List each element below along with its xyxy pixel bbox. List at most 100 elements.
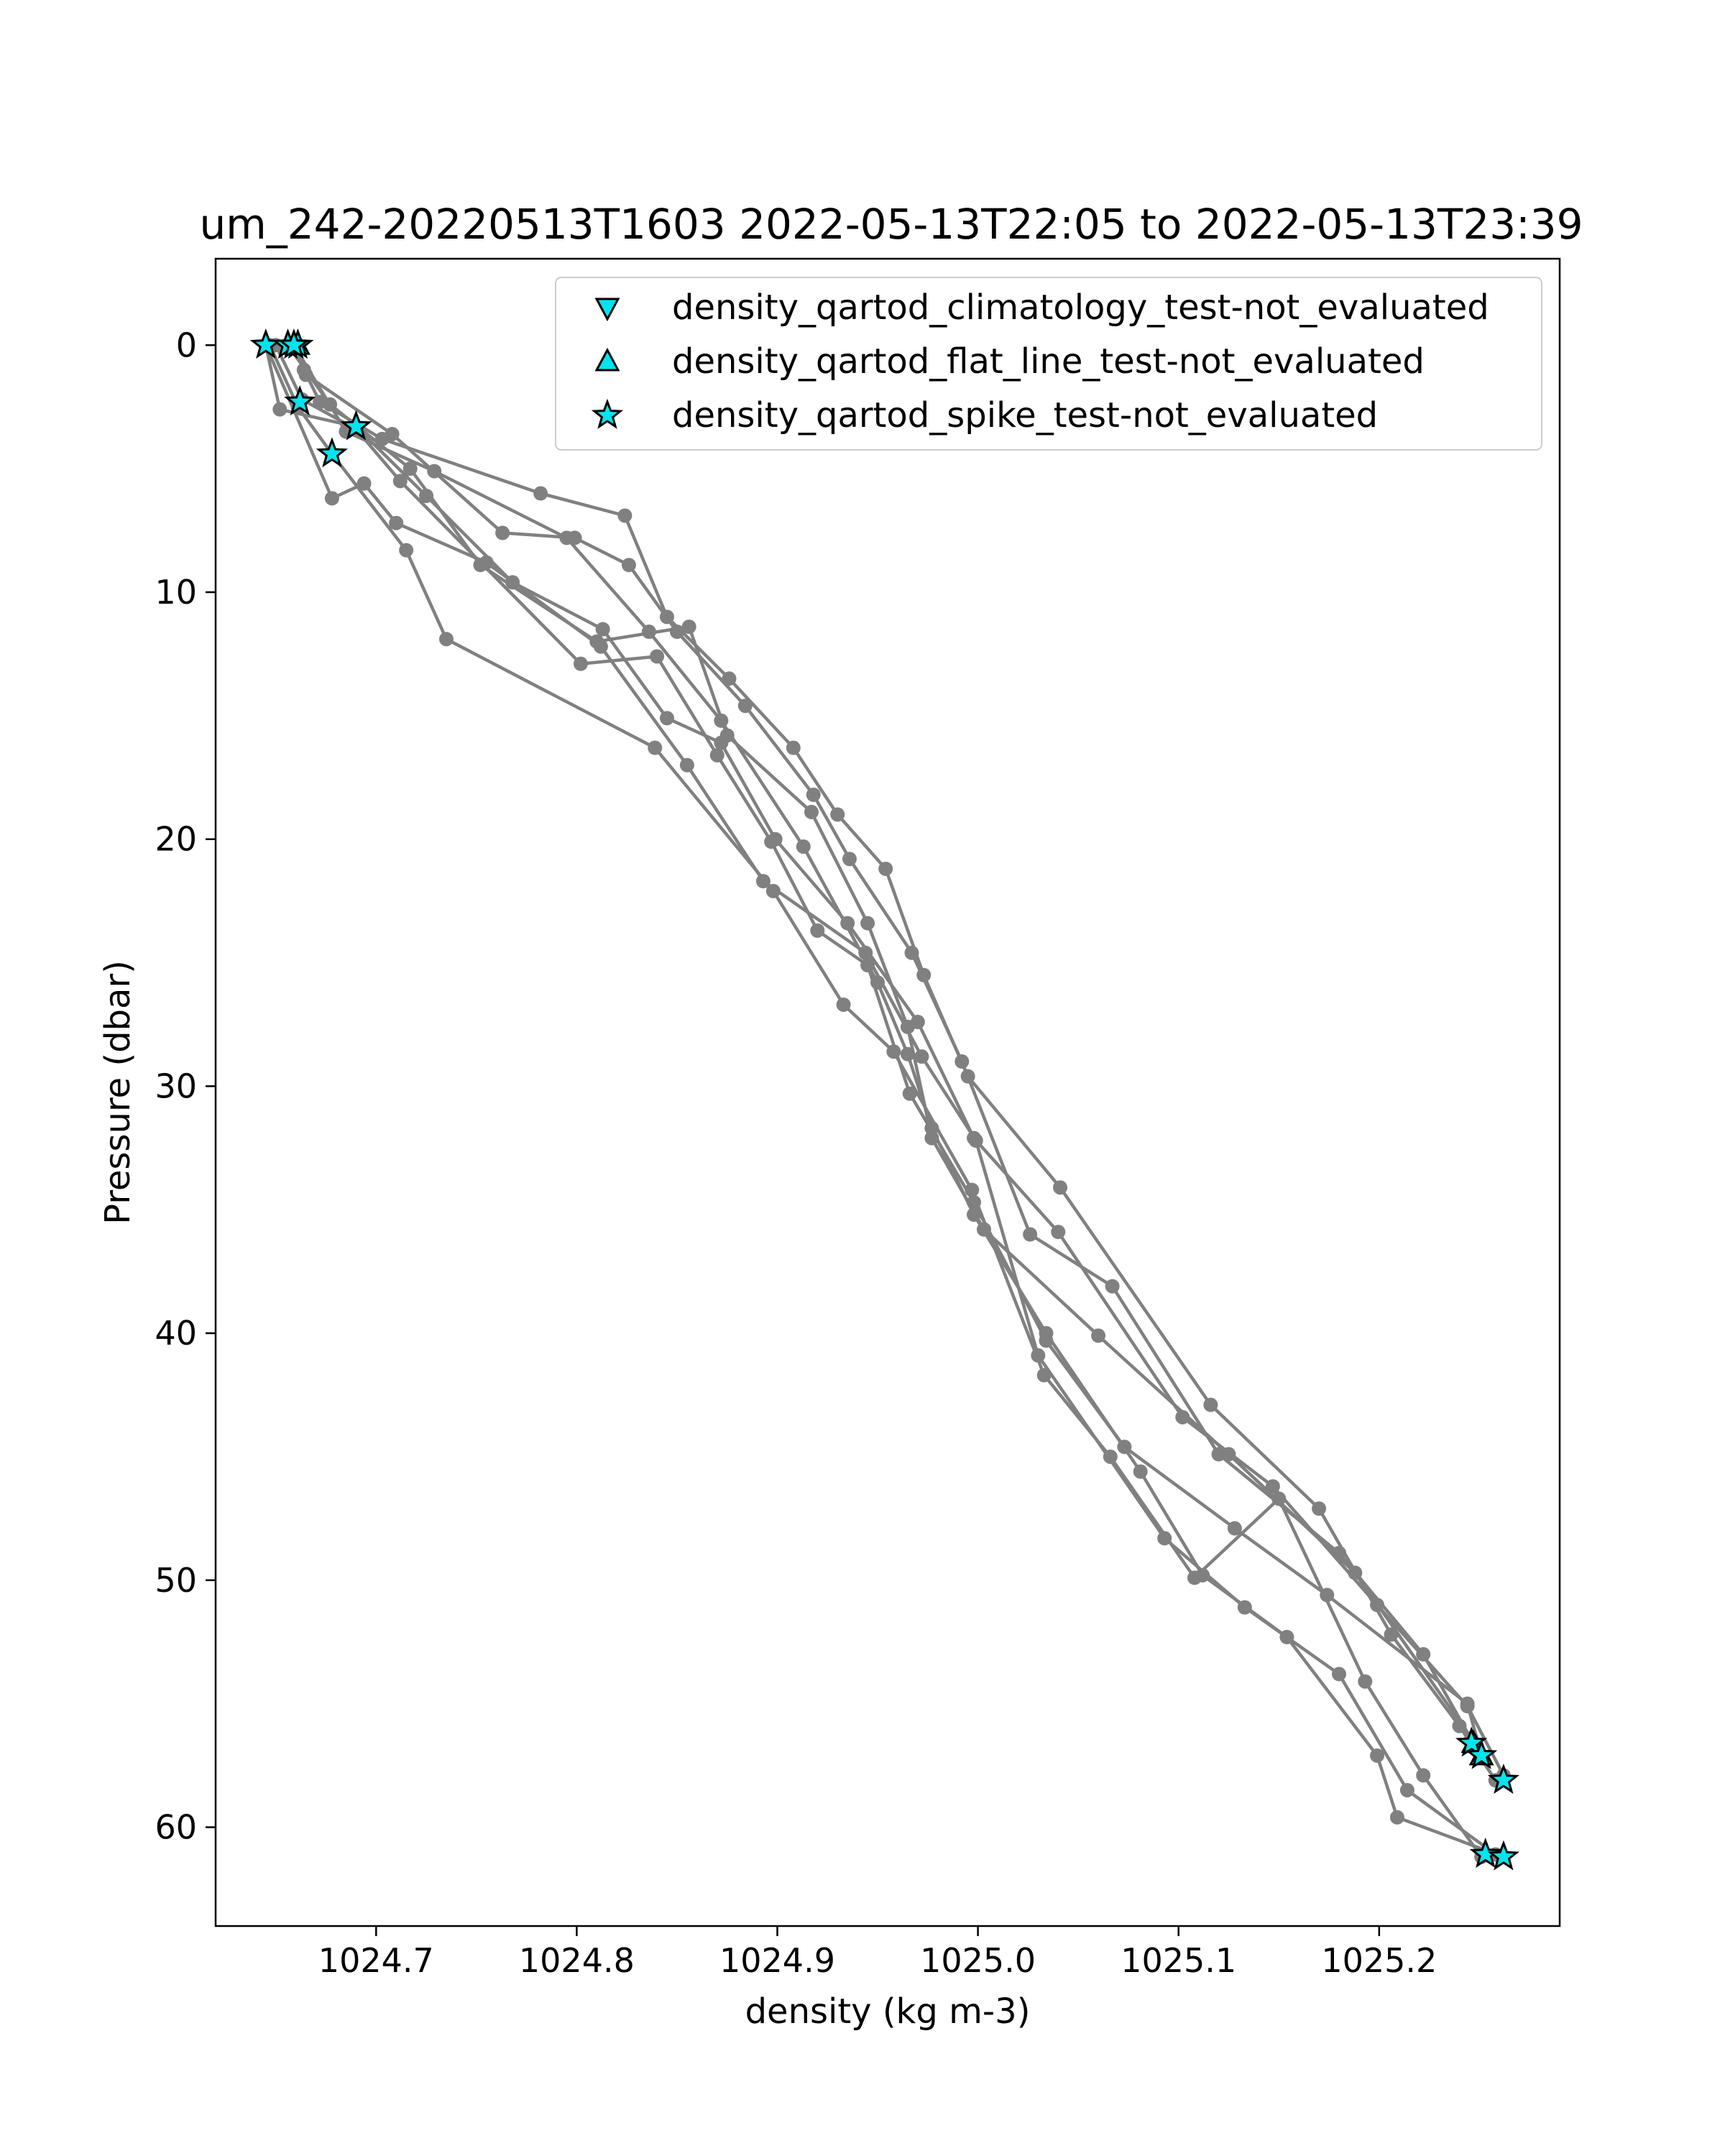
profile-point bbox=[714, 713, 729, 728]
profile-point bbox=[1039, 1326, 1054, 1341]
profile-point bbox=[806, 787, 821, 802]
profile-point bbox=[1265, 1479, 1280, 1494]
profile-point bbox=[714, 735, 729, 750]
flag-marker-star bbox=[277, 328, 310, 359]
legend-marker-triangle-down bbox=[594, 298, 620, 322]
profile-point bbox=[1370, 1748, 1385, 1763]
flag-marker-star bbox=[284, 385, 316, 416]
y-tick-label: 40 bbox=[155, 1314, 197, 1353]
profile-point bbox=[641, 624, 656, 639]
profile-point bbox=[914, 1049, 929, 1064]
profile-point bbox=[1105, 1279, 1120, 1294]
profile-point bbox=[1331, 1667, 1346, 1682]
profile-point bbox=[533, 486, 548, 501]
profile-point bbox=[650, 649, 665, 664]
profile-line bbox=[292, 344, 1475, 1744]
axis-ticks: 1024.7 1024.8 1024.9 1025.0 1025.1 1025.2 0 10 2… bbox=[155, 326, 1437, 1980]
profile-point bbox=[796, 839, 811, 854]
profile-point bbox=[1133, 1464, 1148, 1479]
profile-point bbox=[1195, 1567, 1210, 1583]
plot-area bbox=[214, 257, 1561, 1927]
profile-point bbox=[842, 852, 857, 867]
profile-point bbox=[900, 1046, 915, 1061]
profile-point bbox=[438, 632, 454, 647]
profile-point bbox=[617, 508, 632, 523]
profile-point bbox=[860, 916, 875, 931]
profile-point bbox=[324, 491, 339, 506]
profile-point bbox=[356, 476, 372, 491]
profile-point bbox=[904, 945, 919, 960]
profile-point bbox=[272, 402, 288, 417]
profile-point bbox=[389, 515, 404, 530]
profile-point bbox=[679, 757, 694, 773]
profile-point bbox=[1370, 1598, 1385, 1613]
profile-point bbox=[709, 747, 724, 763]
profile-point bbox=[681, 619, 696, 635]
profile-point bbox=[1175, 1409, 1190, 1424]
profile-point bbox=[886, 1044, 901, 1059]
y-tick-label: 10 bbox=[155, 573, 197, 612]
profile-point bbox=[419, 488, 434, 503]
y-tick-label: 0 bbox=[176, 326, 197, 364]
profile-point bbox=[1053, 1180, 1068, 1195]
legend-marker-triangle-up bbox=[594, 347, 620, 372]
x-tick-label: 1024.7 bbox=[318, 1941, 434, 1980]
profile-point bbox=[595, 622, 610, 637]
profile-point bbox=[385, 427, 400, 442]
x-axis-label: density (kg m-3) bbox=[745, 1991, 1031, 2032]
profile-point bbox=[1203, 1397, 1218, 1412]
profile-point bbox=[1211, 1447, 1226, 1462]
profile-point bbox=[902, 1086, 917, 1101]
profile-point bbox=[1416, 1768, 1431, 1783]
profile-point bbox=[755, 874, 770, 889]
profile-point bbox=[573, 656, 588, 671]
x-tick-label: 1025.0 bbox=[920, 1941, 1036, 1980]
profile-lines bbox=[258, 338, 1511, 1864]
flag-marker-star bbox=[1469, 1838, 1501, 1869]
x-tick-label: 1024.8 bbox=[519, 1941, 635, 1980]
profile-series bbox=[268, 338, 1489, 1763]
qartod-flag-markers bbox=[249, 328, 1519, 1871]
y-axis-label: Pressure (dbar) bbox=[98, 960, 138, 1225]
profile-point bbox=[402, 461, 418, 476]
profile-point bbox=[910, 1015, 925, 1030]
profile-point bbox=[810, 923, 825, 938]
profile-point bbox=[1157, 1531, 1172, 1546]
profile-point bbox=[878, 861, 893, 876]
y-tick-label: 30 bbox=[155, 1067, 197, 1105]
profile-point bbox=[1023, 1227, 1038, 1242]
flag-marker-star bbox=[340, 410, 372, 441]
profile-point bbox=[392, 474, 408, 489]
profile-point bbox=[967, 1207, 982, 1222]
profile-point bbox=[648, 740, 663, 755]
profile-point bbox=[1389, 1810, 1404, 1825]
flag-marker-star bbox=[1487, 1763, 1519, 1795]
profile-point bbox=[621, 558, 636, 573]
profile-point bbox=[1312, 1501, 1327, 1516]
flag-marker-star bbox=[1487, 1840, 1519, 1871]
profile-point bbox=[1227, 1521, 1242, 1536]
profile-point bbox=[924, 1120, 939, 1135]
profile-point bbox=[968, 1133, 983, 1148]
profile-point bbox=[1031, 1348, 1046, 1363]
profile-point bbox=[1460, 1696, 1475, 1711]
profile-point bbox=[399, 543, 414, 558]
profile-point bbox=[1271, 1491, 1287, 1506]
profile-point bbox=[1051, 1225, 1066, 1240]
y-tick-label: 50 bbox=[155, 1561, 197, 1600]
profile-point bbox=[764, 834, 779, 849]
flag-marker-star bbox=[316, 437, 349, 468]
legend: density_qartod_climatology_test-not_eval… bbox=[555, 277, 1542, 451]
profile-point bbox=[1358, 1674, 1373, 1689]
profile-line bbox=[274, 344, 1484, 1756]
profile-point bbox=[870, 975, 886, 990]
profile-point bbox=[1279, 1629, 1294, 1644]
profile-point bbox=[965, 1182, 980, 1197]
flag-marker-star bbox=[1466, 1738, 1498, 1769]
profile-point bbox=[427, 464, 442, 479]
x-tick-label: 1025.2 bbox=[1321, 1941, 1437, 1980]
profile-point bbox=[495, 525, 510, 540]
profile-point bbox=[804, 804, 819, 819]
profile-point bbox=[1399, 1782, 1414, 1797]
profile-point bbox=[737, 699, 753, 714]
